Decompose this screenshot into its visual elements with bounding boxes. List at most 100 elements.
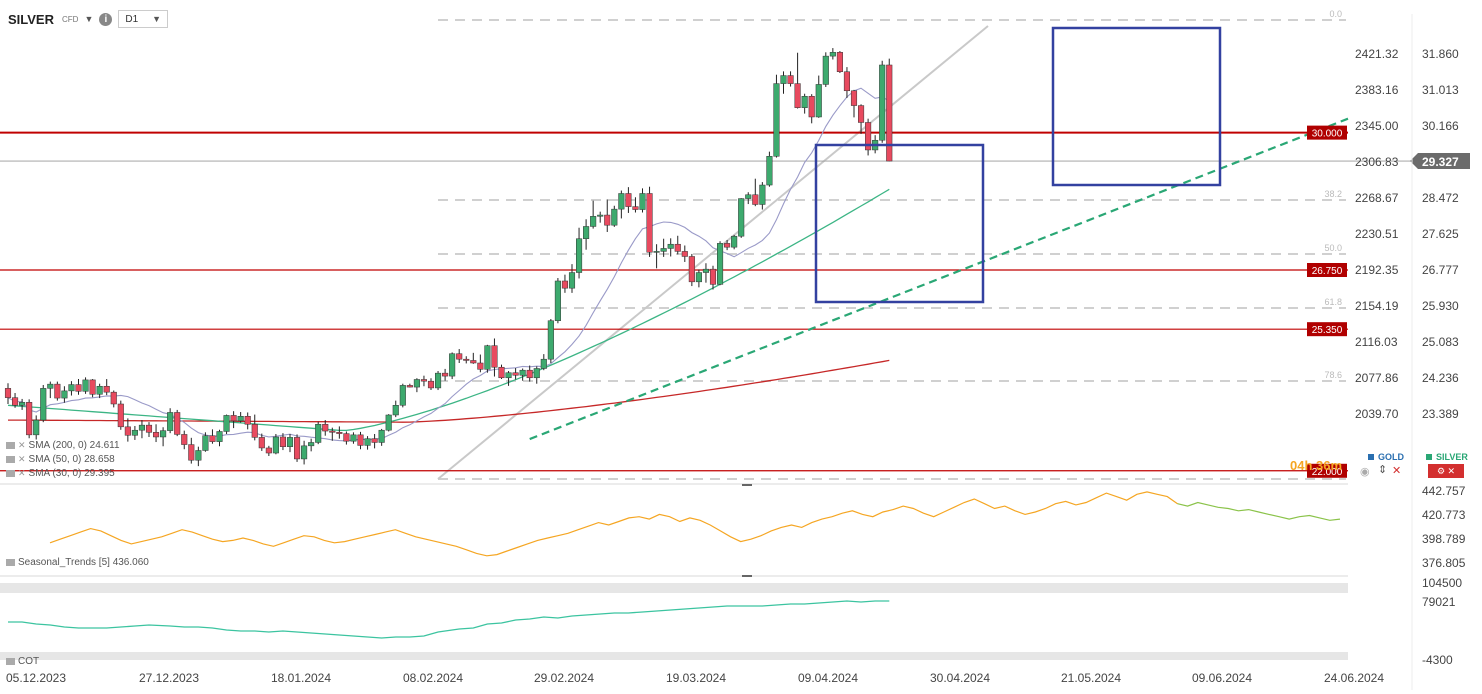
candle-body <box>40 388 47 421</box>
left-axis-tick: 2230.51 <box>1355 227 1399 241</box>
candle-body <box>427 380 435 389</box>
cot-axis-tick: 79021 <box>1422 595 1456 609</box>
seasonal-axis-tick: 376.805 <box>1422 556 1466 570</box>
candle-body <box>138 424 145 431</box>
legend-sma200[interactable]: ✕ SMA (200, 0) 24.611 <box>6 440 120 451</box>
candle-body <box>258 437 265 449</box>
candle-body <box>512 372 519 376</box>
silver-settings-button[interactable]: ⚙ ✕ <box>1428 464 1464 478</box>
left-axis-tick: 2383.16 <box>1355 83 1399 97</box>
candle-body <box>230 415 237 422</box>
candle-body <box>498 366 505 379</box>
candle-body <box>625 193 632 207</box>
current-price-text: 29.327 <box>1422 155 1459 169</box>
price-level-tag-text: 26.750 <box>1312 266 1343 277</box>
candle-body <box>195 450 202 461</box>
info-icon[interactable]: i <box>99 12 113 26</box>
candle-body <box>181 434 188 445</box>
gold-label: GOLD <box>1378 452 1404 462</box>
candle-body <box>89 379 96 395</box>
candle-body <box>717 243 724 285</box>
candle-body <box>519 369 526 376</box>
legend-gold[interactable]: GOLD <box>1368 452 1404 462</box>
legend-cot[interactable]: COT <box>6 656 39 667</box>
candle-body <box>12 397 19 406</box>
seasonal-line-history <box>49 491 1178 557</box>
legend-sma50[interactable]: ✕ SMA (50, 0) 28.658 <box>6 454 115 465</box>
candle-body <box>26 402 33 436</box>
sma200-line <box>8 359 890 423</box>
price-level-tag-text: 30.000 <box>1312 129 1343 140</box>
candle-body <box>653 251 660 253</box>
reorder-icon[interactable]: ⇕ <box>1378 464 1388 476</box>
price-axis-tick: 31.860 <box>1422 47 1459 61</box>
candle-body <box>350 434 357 442</box>
timeframe-value: D1 <box>125 13 139 25</box>
symbol-name[interactable]: SILVER <box>8 11 54 27</box>
candle-body <box>96 385 103 395</box>
legend-seasonal[interactable]: Seasonal_Trends [5] 436.060 <box>6 557 149 568</box>
left-axis-tick: 2039.70 <box>1355 407 1399 421</box>
candle-body <box>829 52 836 57</box>
timeframe-select[interactable]: D1 ▼ <box>118 10 169 28</box>
eye-icon[interactable]: ◉ <box>1360 466 1370 478</box>
candle-body <box>19 402 26 406</box>
candle-body <box>272 436 279 454</box>
caret-down-icon[interactable]: ▼ <box>84 14 94 24</box>
trendline <box>529 117 1349 441</box>
candle-body <box>435 372 442 389</box>
sma50-settings-icon[interactable] <box>6 456 15 463</box>
candle-body <box>886 64 893 162</box>
candle-body <box>357 434 364 446</box>
candle-body <box>47 383 54 389</box>
x-axis-tick: 05.12.2023 <box>6 671 66 685</box>
candle-body <box>463 358 470 361</box>
silver-label: SILVER <box>1436 452 1468 462</box>
price-axis-tick: 28.472 <box>1422 191 1459 205</box>
left-axis-tick: 2077.86 <box>1355 371 1399 385</box>
candle-body <box>442 372 449 377</box>
price-axis-tick: 24.236 <box>1422 371 1459 385</box>
remove-gold-icon[interactable]: ✕ <box>1392 465 1402 477</box>
legend-silver[interactable]: SILVER <box>1426 452 1468 462</box>
left-axis-tick: 2154.19 <box>1355 299 1399 313</box>
sma30-remove-icon[interactable]: ✕ <box>18 468 26 478</box>
sma200-remove-icon[interactable]: ✕ <box>18 440 26 450</box>
candle-body <box>244 416 251 425</box>
cot-line <box>8 600 890 639</box>
candle-body <box>294 437 301 460</box>
sma30-settings-icon[interactable] <box>6 470 15 477</box>
chart-toolbar: SILVER CFD ▼ i D1 ▼ <box>8 8 169 30</box>
fib-level-label: 78.6 <box>1324 370 1342 380</box>
price-axis-tick: 25.083 <box>1422 335 1459 349</box>
candle-body <box>843 71 851 92</box>
seasonal-line-forecast <box>1177 501 1341 521</box>
seasonal-axis-tick: 442.757 <box>1422 484 1466 498</box>
price-level-tag <box>1307 125 1347 140</box>
candle-body <box>399 385 406 406</box>
candle-body <box>801 96 808 108</box>
fib-level-label: 0.0 <box>1329 9 1342 19</box>
seasonal-label: Seasonal_Trends [5] 436.060 <box>18 557 149 568</box>
candle-body <box>724 243 731 248</box>
candle-body <box>406 385 413 388</box>
sma200-label: SMA (200, 0) 24.611 <box>28 440 120 451</box>
cot-settings-icon[interactable] <box>6 658 15 665</box>
candle-body <box>301 445 308 460</box>
candle-body <box>33 419 40 436</box>
candle-body <box>343 433 350 442</box>
candle-body <box>808 96 815 118</box>
gold-swatch <box>1368 454 1374 460</box>
candle-body <box>604 214 611 226</box>
fib-level-label: 38.2 <box>1324 189 1342 199</box>
candle-body <box>660 248 667 252</box>
candle-body <box>279 436 286 447</box>
fib-level-label: 50.0 <box>1324 243 1342 253</box>
sma200-settings-icon[interactable] <box>6 442 15 449</box>
sma50-remove-icon[interactable]: ✕ <box>18 454 26 464</box>
symbol-type-label: CFD <box>62 14 79 24</box>
candle-body <box>420 379 427 382</box>
seasonal-settings-icon[interactable] <box>6 559 15 566</box>
legend-sma30[interactable]: ✕ SMA (30, 0) 29.395 <box>6 468 115 479</box>
